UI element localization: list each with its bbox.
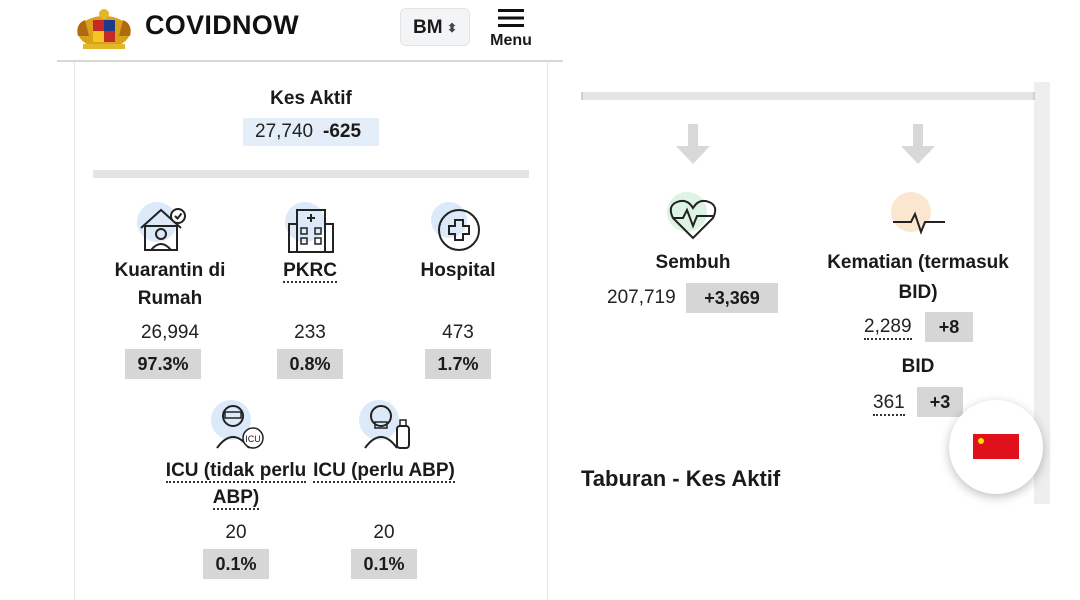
svg-text:ICU: ICU	[245, 434, 261, 444]
recovered-value: 207,719	[607, 287, 676, 308]
deaths-delta: +8	[925, 312, 973, 342]
flag-language-button[interactable]	[949, 400, 1043, 494]
hospital-cross-icon	[431, 202, 480, 251]
recovered-title: Sembuh	[655, 252, 731, 273]
malaysia-crest-logo	[77, 9, 131, 49]
icu-abp-value: 20	[373, 522, 395, 543]
scroll-edge	[1034, 82, 1050, 504]
icu-abp-percent: 0.1%	[351, 549, 417, 579]
active-value-box: 27,740 -625	[243, 118, 379, 146]
hospital-value: 473	[442, 322, 474, 343]
pkrc-value: 233	[294, 322, 326, 343]
ecg-line-icon	[891, 192, 945, 235]
language-value: BM	[413, 17, 443, 38]
icu-no-abp-label-1: ICU (tidak perlu	[165, 460, 307, 483]
hamburger-icon	[498, 9, 524, 27]
recovered-delta: +3,369	[686, 283, 778, 313]
brand-name[interactable]: COVIDNOW	[145, 10, 299, 40]
pkrc-label-text: PKRC	[283, 260, 337, 283]
home-quarantine-icon	[137, 202, 186, 251]
active-delta: -625	[323, 121, 362, 142]
icu-no-abp-label-2: ABP)	[212, 487, 260, 510]
heart-pulse-icon	[667, 192, 717, 240]
bid-delta: +3	[917, 387, 963, 417]
active-cases-card: Kes Aktif 27,740 -625 Kuarantin di Rumah…	[74, 62, 548, 600]
flag-star-icon	[978, 438, 984, 444]
icu-patient-icon: ICU	[211, 400, 264, 449]
bid-value[interactable]: 361	[873, 392, 905, 416]
icu-no-abp-label[interactable]: ICU (tidak perlu ABP)	[161, 460, 311, 514]
pkrc-percent: 0.8%	[277, 349, 343, 379]
deaths-title-1: Kematian (termasuk	[827, 252, 1009, 273]
active-title: Kes Aktif	[270, 88, 352, 109]
icu-no-abp-percent: 0.1%	[203, 549, 269, 579]
right-panel: Sembuh 207,719 +3,369 Kematian (termasuk…	[565, 82, 1050, 504]
deaths-value[interactable]: 2,289	[864, 316, 912, 340]
active-value: 27,740	[255, 121, 314, 142]
ventilator-patient-icon	[359, 400, 410, 449]
icu-abp-label-text: ICU (perlu ABP)	[313, 460, 455, 483]
icu-abp-label[interactable]: ICU (perlu ABP)	[309, 460, 459, 483]
menu-button[interactable]: Menu	[485, 8, 537, 56]
top-navbar: COVIDNOW BM ⬍ Menu	[57, 0, 563, 62]
hospital-percent: 1.7%	[425, 349, 491, 379]
divider-top	[581, 92, 1035, 100]
building-icon	[285, 202, 334, 253]
section-title: Taburan - Kes Aktif	[581, 466, 781, 491]
quarantine-value: 26,994	[140, 322, 200, 343]
hospital-label: Hospital	[420, 260, 496, 281]
deaths-title-2: BID)	[898, 282, 938, 303]
bid-title: BID	[901, 356, 935, 377]
arrow-down-icon	[901, 124, 935, 164]
quarantine-percent: 97.3%	[125, 349, 201, 379]
pkrc-label[interactable]: PKRC	[235, 260, 385, 283]
menu-label: Menu	[490, 32, 532, 49]
quarantine-label-2: Rumah	[137, 288, 203, 309]
left-panel: COVIDNOW BM ⬍ Menu Kes Aktif 27,740 -625	[57, 0, 563, 600]
select-caret-icon: ⬍	[446, 21, 457, 35]
language-select[interactable]: BM ⬍	[400, 8, 470, 46]
quarantine-label-1: Kuarantin di	[114, 260, 226, 281]
china-flag-icon	[973, 434, 1019, 459]
icu-no-abp-value: 20	[225, 522, 247, 543]
arrow-down-icon	[676, 124, 710, 164]
divider	[93, 170, 529, 178]
